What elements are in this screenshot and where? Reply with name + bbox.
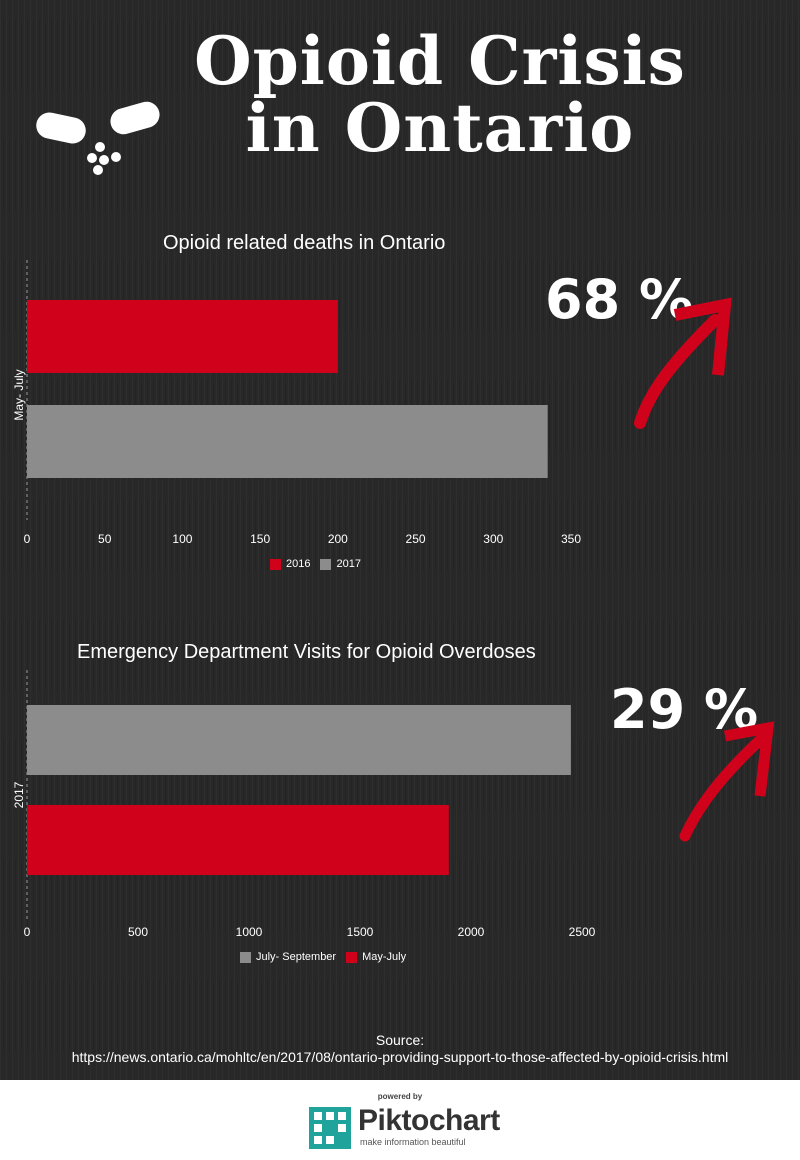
legend-label: July- September xyxy=(256,951,337,963)
x-tick-label: 50 xyxy=(98,532,112,546)
chart-2-legend: July- September May-July xyxy=(240,951,416,963)
bar-july-september xyxy=(27,705,571,775)
piktochart-brand[interactable]: Piktochart xyxy=(358,1104,500,1137)
source-label: Source: xyxy=(375,1032,425,1048)
chart-1-legend: 2016 2017 xyxy=(270,558,371,570)
legend-swatch xyxy=(320,558,332,570)
chart-1-title: Opioid related deaths in Ontario xyxy=(163,232,446,254)
bar-2017 xyxy=(27,405,548,478)
chart-2-title: Emergency Department Visits for Opioid O… xyxy=(77,641,536,663)
legend-label: 2016 xyxy=(286,558,311,570)
piktochart-tagline: make information beautiful xyxy=(360,1137,466,1147)
x-tick-label: 1000 xyxy=(236,925,263,939)
legend-label: May-July xyxy=(362,951,407,963)
source-link[interactable]: https://news.ontario.ca/mohltc/en/2017/0… xyxy=(71,1049,729,1065)
legend-item: May-July xyxy=(346,951,406,963)
legend-item: 2016 xyxy=(270,558,310,570)
x-tick-label: 150 xyxy=(250,532,270,546)
x-tick-label: 100 xyxy=(172,532,192,546)
x-tick-label: 2500 xyxy=(569,925,596,939)
x-tick-label: 300 xyxy=(483,532,503,546)
page-title-line-1: Opioid Crisis xyxy=(194,22,686,100)
x-tick-label: 0 xyxy=(24,532,31,546)
pill-capsule-icon xyxy=(36,101,160,175)
chart-2-up-arrow-icon xyxy=(679,721,775,842)
x-tick-label: 350 xyxy=(561,532,581,546)
y-category-label: May- July xyxy=(12,369,26,420)
bar-may-july xyxy=(27,805,449,875)
x-tick-label: 500 xyxy=(128,925,148,939)
page-title-line-2: in Ontario xyxy=(245,89,635,167)
piktochart-logo-icon[interactable] xyxy=(309,1107,351,1149)
x-tick-label: 2000 xyxy=(458,925,485,939)
legend-swatch xyxy=(346,951,358,963)
chart-1-up-arrow-icon xyxy=(634,297,732,429)
y-category-label: 2017 xyxy=(12,781,26,808)
powered-by-label: powered by xyxy=(377,1092,423,1101)
x-tick-label: 1500 xyxy=(347,925,374,939)
x-tick-label: 0 xyxy=(24,925,31,939)
legend-label: 2017 xyxy=(336,558,361,570)
chart-1-percent-annotation: 68 % xyxy=(545,268,694,331)
background-texture xyxy=(0,0,800,1080)
chart-2: 0 500 1000 1500 2000 2500 2017 xyxy=(12,670,596,939)
x-tick-label: 250 xyxy=(406,532,426,546)
legend-swatch xyxy=(240,951,251,963)
x-tick-label: 200 xyxy=(328,532,348,546)
legend-item: 2017 xyxy=(320,558,361,570)
bar-2016 xyxy=(27,300,338,373)
chart-1: 0 50 100 150 200 250 300 350 May- July xyxy=(12,260,581,546)
legend-item: July- September xyxy=(240,951,336,963)
footer: powered by Piktochart make information b… xyxy=(0,1080,800,1160)
legend-swatch xyxy=(270,558,281,570)
